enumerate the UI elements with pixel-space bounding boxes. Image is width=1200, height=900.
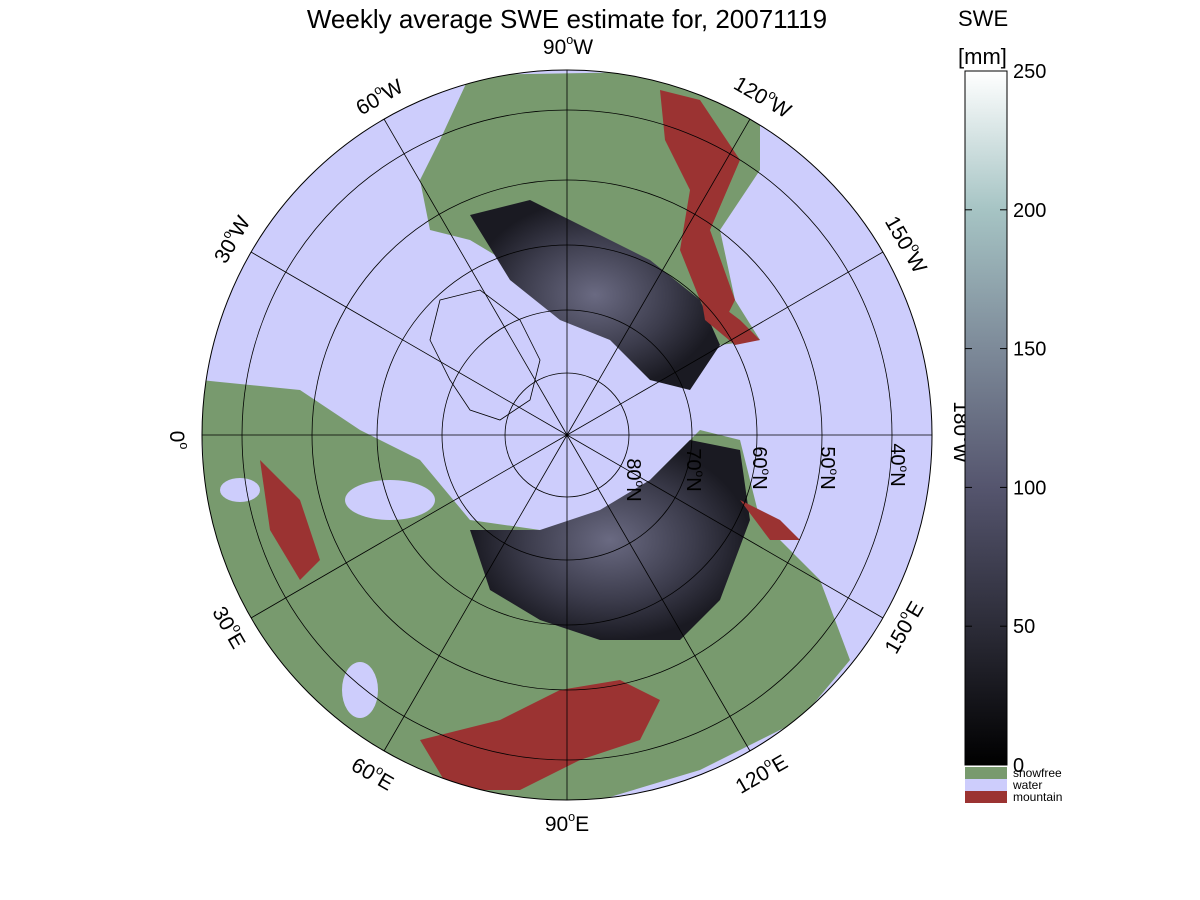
- colorbar-category-label: water: [1012, 778, 1042, 792]
- latitude-label: 80oN: [622, 458, 647, 501]
- mountain-rockies: [660, 90, 740, 330]
- latitude-label-degree-symbol: o: [897, 466, 911, 473]
- map-border: [201, 69, 933, 801]
- longitude-label-degrees: 0: [165, 431, 188, 443]
- longitude-label-degree-symbol: o: [568, 810, 575, 824]
- latitude-label-degrees: 80: [622, 458, 644, 480]
- longitude-label-hemisphere: W: [901, 248, 931, 277]
- mountain-central-asia: [420, 680, 660, 790]
- inland-water-2: [345, 480, 435, 520]
- latitude-label-degree-symbol: o: [633, 481, 647, 488]
- inland-water-1: [342, 662, 378, 718]
- longitude-label: 60oE: [348, 751, 399, 795]
- map-title: Weekly average SWE estimate for, 2007111…: [307, 4, 827, 34]
- longitude-label: 90oW: [543, 33, 593, 58]
- latitude-label-degree-symbol: o: [827, 469, 841, 476]
- longitude-label-degrees: 120: [730, 72, 772, 109]
- polar-map: [202, 70, 932, 800]
- latitude-label-degree-symbol: o: [759, 469, 773, 476]
- latitude-label-hemisphere: N: [622, 487, 644, 501]
- mountain-far-east: [740, 500, 800, 540]
- longitude-label-hemisphere: E: [768, 750, 792, 777]
- meridians: [202, 70, 932, 800]
- colorbar-tick-label: 0: [1013, 755, 1024, 777]
- longitude-label-degrees: 60: [348, 753, 380, 785]
- latitude-label: 50oN: [816, 446, 841, 489]
- latitude-label-degrees: 70: [682, 448, 704, 470]
- colorbar-tick-label: 50: [1013, 616, 1035, 638]
- mountain-scandinavia: [260, 460, 320, 580]
- longitude-label-degrees: 90: [543, 36, 566, 59]
- colorbar-tick-label: 250: [1013, 61, 1046, 83]
- latitude-label-degrees: 50: [816, 446, 838, 468]
- longitude-label-degrees: 30: [210, 235, 242, 267]
- colorbar-category-swatch: [965, 791, 1007, 803]
- colorbar-category-swatch: [965, 779, 1007, 791]
- latitude-label: 70oN: [682, 448, 707, 491]
- longitude-label-hemisphere: W: [378, 75, 407, 105]
- latitude-label: 40oN: [886, 443, 911, 486]
- longitude-label: 0o: [165, 431, 190, 450]
- colorbar-category-label: mountain: [1013, 790, 1062, 804]
- colorbar-tick-label: 150: [1013, 339, 1046, 361]
- latitude-label-degrees: 60: [748, 446, 770, 468]
- latitude-label-degree-symbol: o: [693, 471, 707, 478]
- longitude-label-degrees: 150: [880, 616, 917, 658]
- colorbar-category-swatch: [965, 767, 1007, 779]
- mountain-alaska: [700, 290, 760, 345]
- inland-water-3: [220, 478, 260, 502]
- colorbar-ticks: 0 50 100 150 200 250: [965, 61, 1046, 777]
- colorbar-title-line2: [mm]: [958, 44, 1007, 69]
- colorbar-tick-label: 200: [1013, 200, 1046, 222]
- longitude-label-degree-symbol: o: [177, 442, 191, 449]
- latitude-label: 60oN: [748, 446, 773, 489]
- snow-siberia: [470, 440, 750, 640]
- longitude-label-degrees: 90: [545, 813, 568, 836]
- greenland-outline: [429, 289, 541, 421]
- longitude-label-hemisphere: E: [575, 813, 589, 836]
- longitude-label-degree-symbol: o: [566, 33, 573, 47]
- longitude-label-hemisphere: W: [573, 36, 593, 59]
- colorbar-tick-label: 100: [1013, 477, 1046, 499]
- longitude-label-hemisphere: E: [223, 629, 250, 653]
- colorbar-gradient: [964, 70, 1008, 766]
- snow-north-america: [470, 200, 720, 390]
- longitude-label: 30oE: [208, 601, 252, 652]
- latitude-label-hemisphere: N: [748, 475, 770, 489]
- latitude-label-degrees: 40: [886, 443, 908, 465]
- colorbar-title-line1: SWE: [958, 6, 1008, 31]
- latitude-label-hemisphere: N: [816, 475, 838, 489]
- longitude-label: 90oE: [545, 810, 589, 835]
- latitude-label-hemisphere: N: [682, 477, 704, 491]
- colorbar: SWE [mm] 0 50 100 150 200 250 snowfreewatermo…: [958, 6, 1062, 804]
- latitude-label-hemisphere: N: [886, 472, 908, 486]
- colorbar-category-label: snowfree: [1013, 766, 1062, 780]
